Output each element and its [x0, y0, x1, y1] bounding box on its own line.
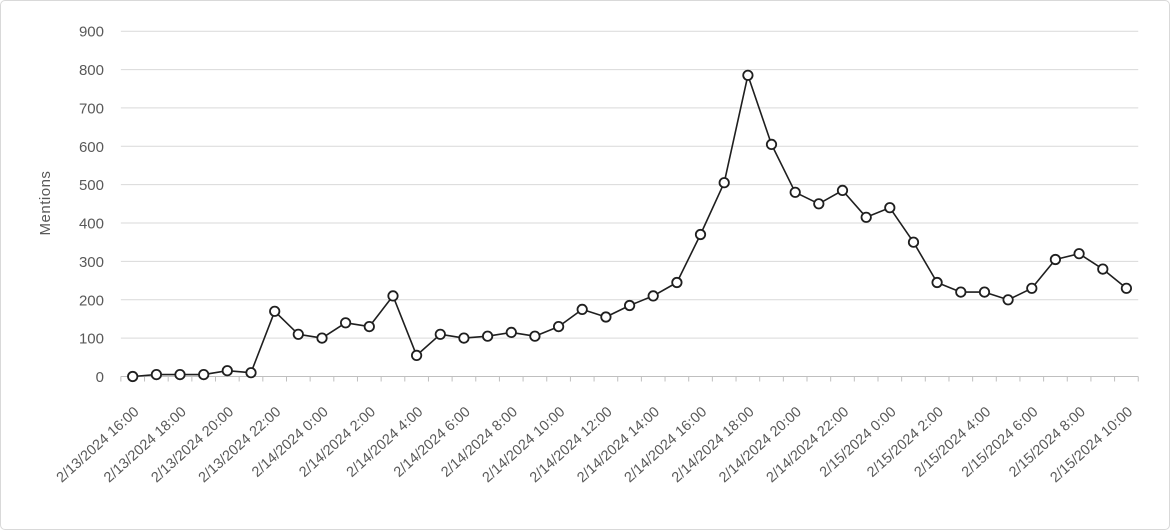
data-point-marker[interactable]	[316, 332, 328, 344]
data-point-marker[interactable]	[931, 276, 943, 289]
data-point-marker[interactable]	[458, 332, 470, 344]
data-point-marker[interactable]	[529, 330, 541, 342]
data-point-marker[interactable]	[978, 286, 991, 298]
data-point-marker[interactable]	[363, 320, 375, 333]
data-point-marker[interactable]	[813, 198, 825, 210]
data-point-marker[interactable]	[860, 211, 872, 223]
data-point-marker[interactable]	[718, 177, 730, 189]
data-point-marker[interactable]	[765, 138, 778, 150]
y-axis-title: Mentions	[37, 171, 54, 236]
data-point-marker[interactable]	[884, 202, 896, 214]
data-point-marker[interactable]	[174, 368, 186, 381]
y-tick-label: 200	[79, 292, 104, 309]
x-tick-label: 2/14/2024 22:00	[764, 404, 853, 486]
data-point-marker[interactable]	[339, 317, 352, 329]
data-point-marker[interactable]	[671, 276, 683, 289]
data-point-marker[interactable]	[387, 290, 399, 302]
x-tick-label: 2/13/2024 22:00	[196, 404, 285, 486]
data-point-marker[interactable]	[150, 368, 162, 381]
data-point-marker[interactable]	[1049, 253, 1062, 266]
data-point-marker[interactable]	[198, 368, 210, 381]
y-tick-label: 500	[79, 177, 104, 194]
data-point-marker[interactable]	[1120, 282, 1133, 294]
y-tick-label: 400	[79, 216, 104, 233]
data-point-marker[interactable]	[623, 299, 636, 312]
data-point-marker[interactable]	[907, 236, 920, 248]
x-tick-label: 2/15/2024 10:00	[1047, 404, 1136, 486]
data-point-marker[interactable]	[127, 370, 139, 383]
x-tick-label: 2/13/2024 20:00	[148, 404, 237, 486]
data-point-marker[interactable]	[552, 320, 565, 333]
data-point-marker[interactable]	[647, 290, 659, 302]
x-tick-label: 2/14/2024 10:00	[480, 404, 569, 486]
x-tick-label: 2/14/2024 14:00	[574, 404, 663, 486]
y-tick-label: 100	[79, 331, 104, 348]
data-point-marker[interactable]	[292, 328, 304, 340]
y-tick-label: 700	[79, 100, 104, 117]
y-tick-label: 300	[79, 254, 104, 271]
data-point-marker[interactable]	[742, 69, 754, 81]
data-point-marker[interactable]	[1026, 282, 1038, 294]
data-point-marker[interactable]	[1073, 248, 1085, 260]
x-tick-label: 2/14/2024 16:00	[622, 404, 711, 486]
x-tick-label: 2/14/2024 18:00	[669, 404, 758, 486]
y-tick-label: 0	[96, 369, 104, 386]
data-point-marker[interactable]	[694, 228, 707, 241]
data-point-marker[interactable]	[1097, 263, 1109, 275]
y-tick-label: 900	[79, 24, 104, 41]
data-point-marker[interactable]	[410, 349, 423, 361]
data-point-marker[interactable]	[576, 303, 588, 315]
data-point-marker[interactable]	[505, 326, 517, 338]
data-point-marker[interactable]	[269, 305, 281, 317]
data-point-marker[interactable]	[789, 186, 801, 198]
x-tick-label: 2/14/2024 20:00	[716, 404, 805, 486]
y-tick-label: 800	[79, 62, 104, 79]
data-line-series-mentions	[132, 74, 1127, 378]
x-tick-label: 2/13/2024 16:00	[54, 404, 143, 486]
data-point-marker[interactable]	[245, 367, 257, 379]
data-point-marker[interactable]	[481, 330, 494, 342]
data-point-marker[interactable]	[1002, 294, 1014, 306]
data-point-marker[interactable]	[836, 184, 849, 196]
data-point-marker[interactable]	[221, 365, 233, 377]
data-point-marker[interactable]	[955, 286, 967, 298]
x-tick-label: 2/13/2024 18:00	[101, 404, 190, 486]
y-tick-label: 600	[79, 139, 104, 156]
x-tick-label: 2/14/2024 12:00	[527, 404, 616, 486]
data-point-marker[interactable]	[600, 311, 612, 323]
data-point-marker[interactable]	[434, 328, 446, 340]
